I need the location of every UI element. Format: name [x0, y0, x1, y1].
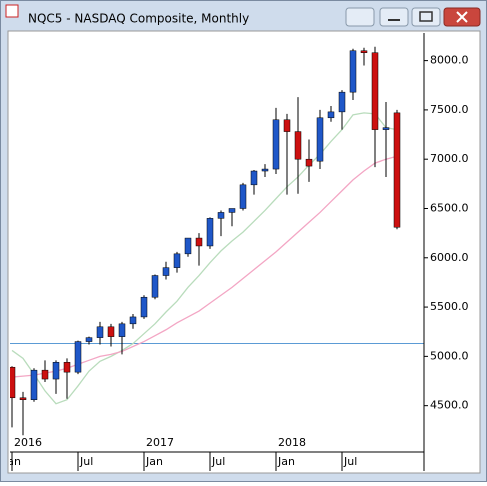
candle-body — [184, 237, 192, 255]
y-tick-label: 5500.0 — [430, 300, 469, 313]
moving-average — [11, 112, 398, 405]
candle-body — [63, 362, 71, 373]
candle-body — [393, 112, 401, 228]
candle-body — [272, 119, 280, 170]
y-tick-label: 6500.0 — [430, 201, 469, 214]
y-tick-label: 4500.0 — [430, 399, 469, 412]
candle-body — [239, 184, 247, 209]
candle-body — [52, 362, 60, 380]
candle-body — [316, 117, 324, 162]
candle-body — [162, 267, 170, 276]
app-icon — [5, 4, 19, 18]
chart-area — [7, 30, 481, 474]
candle-body — [305, 158, 313, 167]
candle-body — [327, 111, 335, 119]
candle-body — [217, 212, 225, 219]
y-tick-label: 7000.0 — [430, 152, 469, 165]
x-tick-label: Jul — [79, 455, 93, 468]
x-tick-label: Jul — [343, 455, 357, 468]
candle-body — [96, 326, 104, 338]
candle-body — [360, 50, 368, 53]
x-tick-label: Jan — [3, 455, 21, 468]
y-tick-label: 8000.0 — [430, 54, 469, 67]
y-tick-label: 7500.0 — [430, 103, 469, 116]
candle-body — [250, 170, 258, 186]
x-tick-label: Jan — [145, 455, 163, 468]
candle-body — [382, 127, 390, 130]
candle-body — [107, 326, 115, 337]
candle-body — [118, 323, 126, 337]
candle-body — [294, 131, 302, 160]
candle-body — [283, 119, 291, 132]
candle-body — [371, 52, 379, 130]
minimize-button[interactable] — [379, 7, 409, 27]
candle-body — [30, 369, 38, 400]
candle-body — [151, 275, 159, 298]
candle-body — [206, 218, 214, 247]
window-title: NQC5 - NASDAQ Composite, Monthly — [28, 12, 249, 26]
link-button[interactable] — [345, 7, 375, 27]
y-tick-label: 5000.0 — [430, 349, 469, 362]
x-tick-label: Jul — [211, 455, 225, 468]
candle-body — [129, 316, 137, 325]
x-tick-label: Jan — [277, 455, 295, 468]
candle-body — [140, 296, 148, 318]
y-tick-label: 6000.0 — [430, 251, 469, 264]
plot: Jan 2016 Jul Jan 2017 Jul Jan 2018 Jul — [3, 46, 424, 471]
maximize-button[interactable] — [411, 7, 441, 27]
year-label: 2017 — [146, 436, 174, 449]
year-label: 2016 — [14, 436, 42, 449]
candle-body — [19, 397, 27, 400]
candle-body — [41, 369, 49, 380]
candle-body — [85, 337, 93, 342]
candle-body — [338, 91, 346, 113]
year-label: 2018 — [278, 436, 306, 449]
candle-body — [261, 168, 269, 172]
candle-body — [10, 366, 16, 399]
candle-body — [349, 50, 357, 93]
candle-body — [228, 208, 236, 213]
candle-body — [74, 341, 82, 373]
candle-body — [195, 237, 203, 247]
candle-body — [173, 253, 181, 268]
